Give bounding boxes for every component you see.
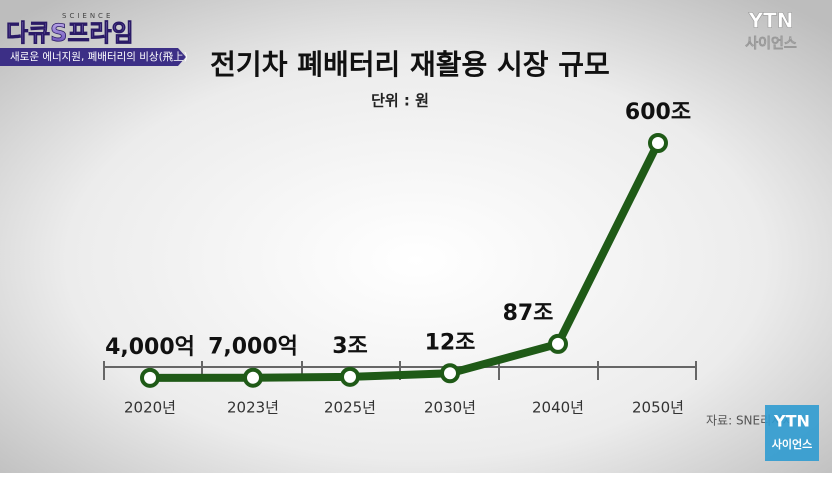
point [140,367,160,388]
data-label: 600조 [625,100,691,125]
point [243,367,263,388]
data-label: 4,000억 [105,335,195,360]
episode-title: 새로운 에너지원, 폐배터리의 비상(飛上) [10,51,188,63]
x-tick-label: 2050년 [632,399,684,417]
data-label: 7,000억 [208,335,298,360]
plot: 2020년 2023년 2025년 2030년 2040년 2050년 4,000억 7,00… [105,100,691,417]
data-label: 12조 [425,330,476,355]
x-tick-label: 2020년 [124,399,176,417]
data-label: 87조 [503,301,554,326]
point [340,366,360,387]
x-tick-label: 2040년 [532,399,584,417]
program-tag: SCIENCE [62,12,113,20]
data-label: 3조 [332,334,368,359]
corner-logo-box [765,405,819,461]
channel-sub: 사이언스 [745,35,797,52]
line [149,141,662,382]
corner-logo-sub: 사이언스 [772,437,812,451]
corner-logo: YTN [773,412,810,431]
program-logo: 다큐S프라임 [6,19,134,47]
channel-logo: YTN [748,9,794,33]
point [548,333,568,354]
episode-band [0,48,186,66]
x-tick-label: 2023년 [227,399,279,417]
chart-title: 전기차 폐배터리 재활용 시장 규모 [210,48,610,81]
x-tick-label: 2030년 [424,399,476,417]
point [648,133,668,153]
x-tick-label: 2025년 [324,399,376,417]
point [440,363,460,384]
chart-subtitle: 단위 : 원 [371,92,429,110]
